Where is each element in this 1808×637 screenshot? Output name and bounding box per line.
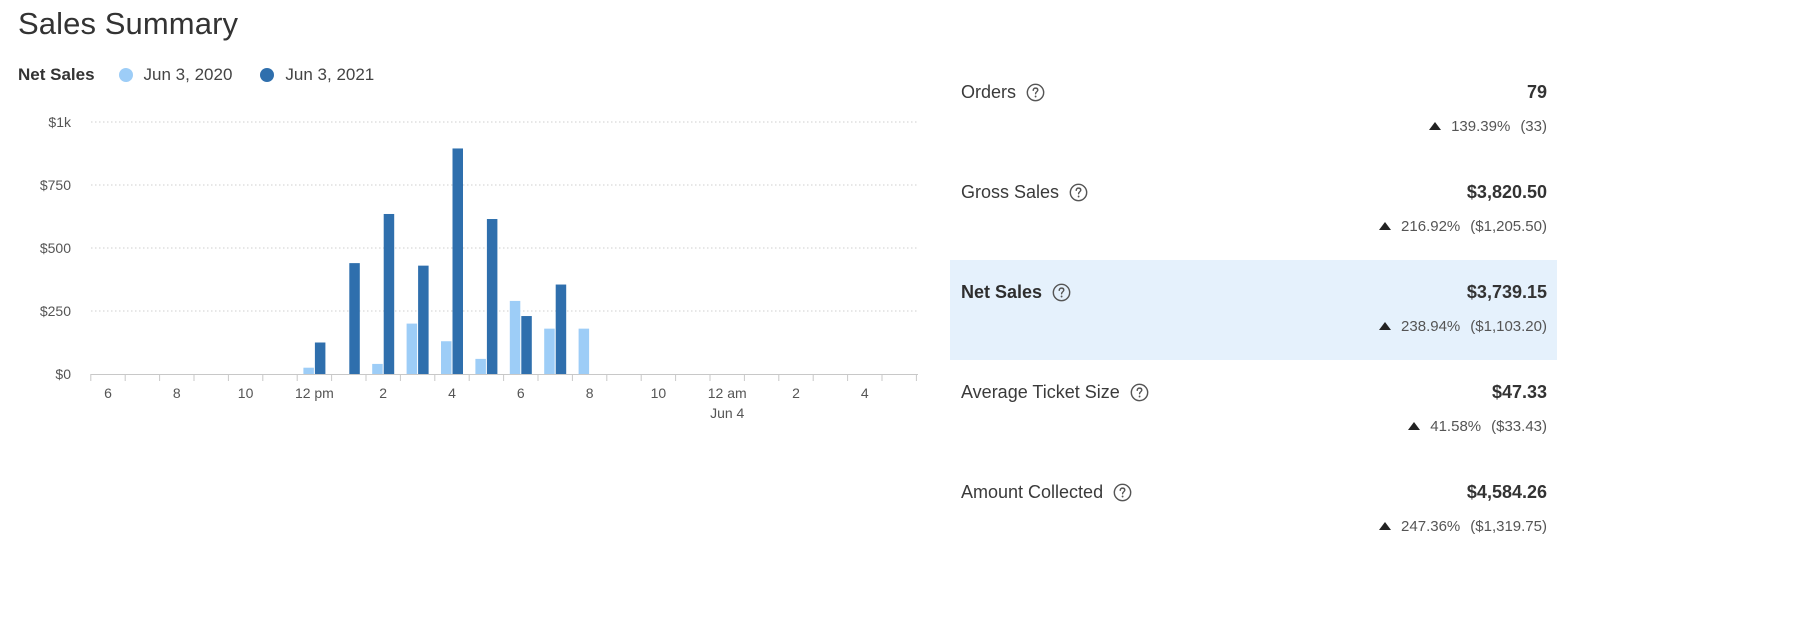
legend-swatch-2020 [118, 68, 133, 82]
question-circle-icon[interactable] [1113, 483, 1132, 502]
net-sales-chart: $0 $250 $500 $750 $1k 6 8 10 12 pm 2 4 6 8 10 12 am Jun… [0, 100, 930, 440]
metrics-panel: Orders 79 139.39% (33) Gross Sales $3,82… [950, 60, 1557, 560]
page-title: Sales Summary [18, 6, 239, 41]
metric-change-abs: ($33.43) [1491, 418, 1547, 435]
x-tick-label: 4 [861, 385, 869, 401]
bar-2021 [314, 342, 326, 374]
metric-label-amount-collected: Amount Collected [961, 482, 1132, 503]
bar-2020 [544, 328, 555, 374]
x-tick-label: 6 [104, 385, 112, 401]
net-sales-chart-svg: $0 $250 $500 $750 $1k 6 8 10 12 pm 2 4 6 8 10 12 am Jun… [40, 114, 918, 421]
metric-label-text: Amount Collected [961, 482, 1104, 502]
legend-item-2020[interactable]: Jun 3, 2020 [118, 65, 233, 85]
x-tick-label: 10 [651, 385, 667, 401]
bar-2020 [406, 323, 418, 374]
bar-2020 [475, 358, 486, 374]
x-tick-label: 10 [238, 385, 254, 401]
triangle-up-icon [1379, 521, 1392, 530]
metric-change-abs: ($1,205.50) [1470, 218, 1547, 235]
metric-change-amount-collected: 247.36% ($1,319.75) [1379, 518, 1547, 535]
y-tick-label: $1k [48, 114, 72, 130]
metric-change-abs: ($1,319.75) [1470, 518, 1547, 535]
bar-2020 [372, 363, 383, 374]
bar-2021 [349, 263, 360, 374]
metric-value-average-ticket-size: $47.33 [1491, 382, 1547, 402]
x-tick-label: 8 [586, 385, 594, 401]
question-circle-icon[interactable] [1052, 283, 1071, 302]
bar-2020 [578, 328, 590, 374]
metric-value-amount-collected: $4,584.26 [1466, 482, 1547, 502]
x-tick-label: 2 [379, 385, 387, 401]
x-tick-label: 4 [448, 385, 456, 401]
question-circle-icon[interactable] [1026, 83, 1045, 102]
bar-2021 [452, 148, 463, 374]
bar-2021 [555, 284, 567, 374]
legend-item-2021[interactable]: Jun 3, 2021 [260, 65, 374, 85]
bar-2021 [521, 316, 532, 374]
bar-2021 [383, 213, 395, 374]
metric-value-orders: 79 [1526, 82, 1547, 102]
triangle-up-icon [1408, 421, 1421, 430]
metric-average-ticket-size[interactable]: Average Ticket Size $47.33 41.58% ($33.4… [950, 360, 1557, 460]
metric-change-pct: 41.58% [1430, 418, 1482, 435]
legend-label-2021: Jun 3, 2021 [285, 65, 375, 84]
x-tick-label: 6 [517, 385, 525, 401]
metric-label-text: Net Sales [961, 282, 1043, 302]
metric-change-net-sales: 238.94% ($1,103.20) [1379, 318, 1547, 335]
legend-swatch-2021 [260, 68, 275, 82]
bar-2020 [303, 367, 314, 374]
metric-value-net-sales: $3,739.15 [1466, 282, 1547, 302]
metric-change-gross-sales: 216.92% ($1,205.50) [1379, 218, 1547, 235]
legend-title: Net Sales [18, 65, 95, 84]
bar-2021 [418, 265, 429, 374]
metric-label-net-sales: Net Sales [961, 282, 1071, 303]
metric-change-pct: 247.36% [1401, 518, 1461, 535]
question-circle-icon[interactable] [1130, 383, 1149, 402]
y-tick-label: $750 [40, 177, 71, 193]
triangle-up-icon [1379, 321, 1392, 330]
bar-2021 [486, 219, 498, 374]
metric-change-orders: 139.39% (33) [1429, 118, 1547, 135]
chart-legend: Net Sales Jun 3, 2020 Jun 3, 2021 [18, 63, 402, 87]
metric-amount-collected[interactable]: Amount Collected $4,584.26 247.36% ($1,3… [950, 460, 1557, 560]
y-tick-label: $250 [40, 303, 71, 319]
bar-2020 [509, 300, 521, 374]
legend-label-2020: Jun 3, 2020 [143, 65, 233, 84]
metric-change-pct: 216.92% [1401, 218, 1461, 235]
bar-2020 [441, 341, 452, 374]
metric-change-abs: ($1,103.20) [1470, 318, 1547, 335]
x-tick-label: 12 am [708, 385, 747, 401]
triangle-up-icon [1429, 121, 1442, 130]
metric-label-text: Gross Sales [961, 182, 1060, 202]
metric-gross-sales[interactable]: Gross Sales $3,820.50 216.92% ($1,205.50… [950, 160, 1557, 260]
triangle-up-icon [1379, 221, 1392, 230]
y-tick-label: $0 [55, 366, 71, 382]
y-tick-label: $500 [40, 240, 71, 256]
metric-value-gross-sales: $3,820.50 [1466, 182, 1547, 202]
metric-label-orders: Orders [961, 82, 1045, 103]
x-tick-label: 12 pm [295, 385, 334, 401]
x-tick-label: 8 [173, 385, 181, 401]
x-tick-sublabel: Jun 4 [710, 405, 744, 421]
metric-label-average-ticket-size: Average Ticket Size [961, 382, 1149, 403]
metric-change-pct: 238.94% [1401, 318, 1461, 335]
metric-net-sales[interactable]: Net Sales $3,739.15 238.94% ($1,103.20) [950, 260, 1557, 360]
metric-label-text: Orders [961, 82, 1017, 102]
question-circle-icon[interactable] [1069, 183, 1088, 202]
metric-orders[interactable]: Orders 79 139.39% (33) [950, 60, 1557, 160]
metric-change-average-ticket-size: 41.58% ($33.43) [1408, 418, 1547, 435]
metric-label-gross-sales: Gross Sales [961, 182, 1088, 203]
metric-change-pct: 139.39% [1451, 118, 1511, 135]
metric-change-abs: (33) [1520, 118, 1547, 135]
metric-label-text: Average Ticket Size [961, 382, 1120, 402]
x-tick-label: 2 [792, 385, 800, 401]
